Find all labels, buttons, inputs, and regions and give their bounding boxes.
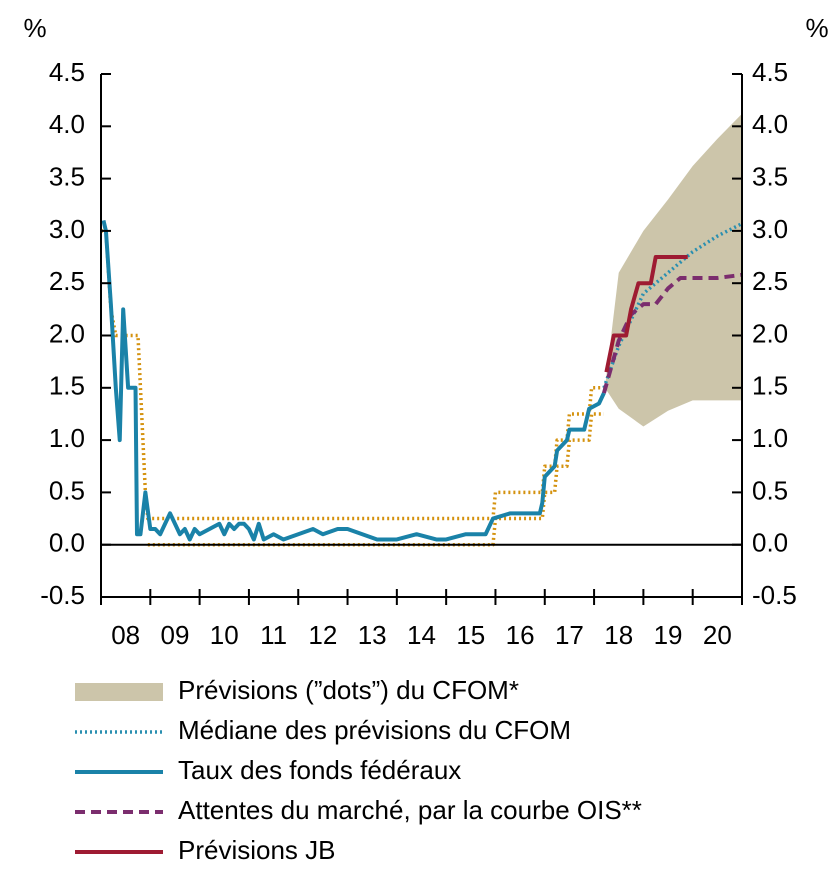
y2-tick-label: 2.5 <box>752 266 788 296</box>
y2-tick-label: 0.5 <box>752 475 788 505</box>
series-line <box>604 255 688 373</box>
y-tick-label: 1.5 <box>49 371 85 401</box>
y-tick-label: 0.0 <box>49 528 85 558</box>
legend-label: Taux des fonds fédéraux <box>178 755 461 785</box>
legend-label: Attentes du marché, par la courbe OIS** <box>178 795 642 825</box>
legend-label: Médiane des prévisions du CFOM <box>178 715 571 745</box>
x-tick-label: 20 <box>703 620 732 650</box>
y2-tick-label: -0.5 <box>752 580 797 610</box>
legend-swatch <box>75 683 163 701</box>
y2-tick-label: 3.0 <box>752 214 788 244</box>
y2-tick-label: 1.5 <box>752 371 788 401</box>
y-tick-label: 2.5 <box>49 266 85 296</box>
x-tick-label: 10 <box>210 620 239 650</box>
series-line <box>101 229 604 521</box>
y-tick-label: 3.0 <box>49 214 85 244</box>
x-tick-label: 15 <box>456 620 485 650</box>
x-tick-label: 16 <box>506 620 535 650</box>
y2-tick-label: 0.0 <box>752 528 788 558</box>
x-tick-label: 18 <box>604 620 633 650</box>
y-tick-label: 2.0 <box>49 318 85 348</box>
x-tick-label: 08 <box>111 620 140 650</box>
y-tick-label: 0.5 <box>49 475 85 505</box>
legend-label: Prévisions JB <box>178 835 336 865</box>
x-tick-label: 13 <box>358 620 387 650</box>
y-tick-label: 1.0 <box>49 423 85 453</box>
y-unit-left: % <box>23 13 46 43</box>
y2-tick-label: 2.0 <box>752 318 788 348</box>
series-line <box>602 222 743 389</box>
series-line <box>147 412 604 547</box>
y2-tick-label: 3.5 <box>752 161 788 191</box>
y-tick-label: -0.5 <box>40 580 85 610</box>
y2-tick-label: 4.0 <box>752 109 788 139</box>
x-tick-label: 19 <box>654 620 683 650</box>
x-tick-label: 11 <box>260 620 287 650</box>
y-tick-label: 4.0 <box>49 109 85 139</box>
y2-tick-label: 1.0 <box>752 423 788 453</box>
series-line <box>602 272 743 394</box>
y-tick-label: 4.5 <box>49 57 85 87</box>
y-tick-label: 3.5 <box>49 161 85 191</box>
y2-tick-label: 4.5 <box>752 57 788 87</box>
x-tick-label: 17 <box>555 620 584 650</box>
x-tick-label: 09 <box>161 620 190 650</box>
x-tick-label: 14 <box>407 620 436 650</box>
x-tick-label: 12 <box>308 620 337 650</box>
y-unit-right: % <box>805 13 828 43</box>
legend-label: Prévisions (”dots”) du CFOM* <box>178 675 519 705</box>
series-line <box>101 219 606 542</box>
